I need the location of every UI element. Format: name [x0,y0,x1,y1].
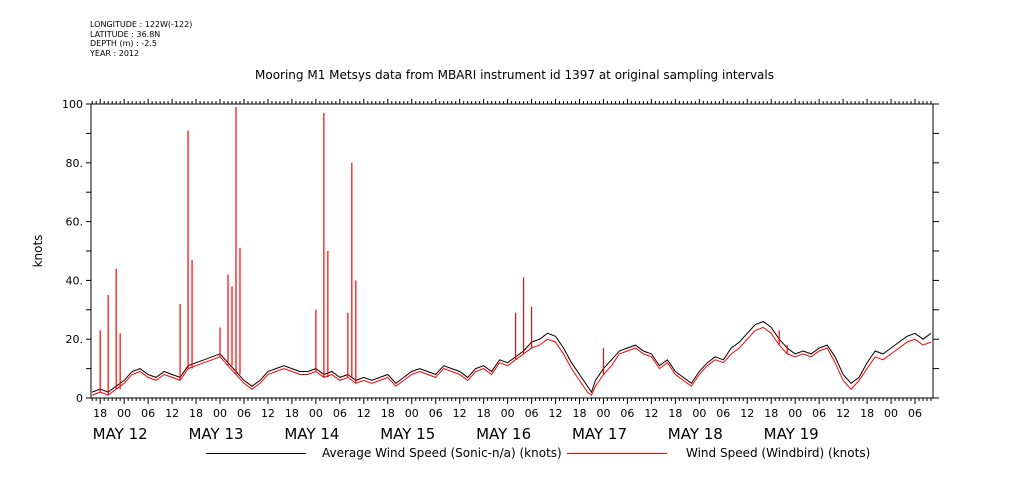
x-hour-tick-label: 12 [453,407,467,420]
latitude-label: LATITUDE : 36.8N [90,29,161,39]
longitude-label: LONGITUDE : 122W(-122) [90,20,193,29]
x-hour-tick-label: 12 [644,407,658,420]
x-hour-tick-label: 18 [477,407,491,420]
series-line-windbird-wind-speed [92,326,932,396]
x-hour-tick-label: 00 [788,407,802,420]
x-hour-tick-label: 00 [692,407,706,420]
x-day-label: MAY 15 [380,425,435,443]
y-tick-label: 80. [66,157,84,170]
x-hour-tick-label: 18 [573,407,587,420]
y-tick-label: 40. [66,274,84,287]
x-hour-tick-label: 12 [261,407,275,420]
depth-label: DEPTH (m) : -2.5 [90,39,157,48]
x-hour-tick-label: 12 [740,407,754,420]
x-hour-tick-label: 06 [141,407,155,420]
x-hour-tick-label: 00 [213,407,227,420]
series-layer [92,106,932,396]
x-day-label: MAY 14 [284,425,339,443]
x-hour-tick-label: 06 [620,407,634,420]
chart-title: Mooring M1 Metsys data from MBARI instru… [255,68,774,82]
x-hour-tick-label: 06 [812,407,826,420]
plot-border [90,103,934,399]
x-hour-tick-label: 06 [333,407,347,420]
x-day-label: MAY 19 [764,425,819,443]
x-hour-tick-label: 12 [549,407,563,420]
x-hour-tick-label: 12 [836,407,850,420]
x-axis: 18 00 06 12 18 00 06 12 18 00 06 12 18 00 06 12 18 00 06 12… [91,99,932,443]
x-hour-tick-label: 18 [381,407,395,420]
x-hour-tick-label: 00 [309,407,323,420]
x-day-label: MAY 12 [93,425,148,443]
x-day-label: MAY 13 [188,425,243,443]
y-tick-label: 20. [66,333,84,346]
x-day-label: MAY 16 [476,425,531,443]
legend-label-windbird: Wind Speed (Windbird) (knots) [686,446,871,460]
x-hour-tick-label: 12 [357,407,371,420]
y-axis: 0 20. 40. 60. 80. 100 [62,98,939,405]
legend-label-average: Average Wind Speed (Sonic-n/a) (knots) [322,446,562,460]
x-hour-tick-label: 00 [884,407,898,420]
x-hour-tick-label: 00 [117,407,131,420]
x-hour-tick-label: 06 [237,407,251,420]
x-hour-tick-label: 06 [908,407,922,420]
x-hour-tick-label: 06 [716,407,730,420]
y-tick-label: 60. [66,216,84,229]
dataset-metadata: LONGITUDE : 122W(-122) LATITUDE : 36.8N … [90,20,192,58]
y-tick-label: 100 [62,98,83,111]
legend-swatch-average [206,453,306,454]
plot-frame [90,103,934,399]
x-hour-tick-label: 18 [668,407,682,420]
y-tick-label: 0 [76,392,83,405]
legend-swatch-windbird [567,453,667,454]
x-hour-tick-label: 00 [596,407,610,420]
x-hour-tick-label: 18 [93,407,107,420]
year-label: YEAR : 2012 [90,48,140,58]
x-hour-tick-label: 18 [860,407,874,420]
x-hour-tick-label: 18 [189,407,203,420]
x-day-label: MAY 18 [668,425,723,443]
x-hour-tick-label: 18 [285,407,299,420]
x-hour-tick-label: 06 [429,407,443,420]
legend: Average Wind Speed (Sonic-n/a) (knots) W… [0,446,1009,464]
series-line-average-wind-speed [92,321,932,394]
x-hour-tick-label: 18 [764,407,778,420]
y-axis-label: knots [31,235,45,268]
x-hour-tick-label: 00 [501,407,515,420]
x-hour-tick-label: 12 [165,407,179,420]
x-day-label: MAY 17 [572,425,627,443]
x-hour-tick-label: 06 [525,407,539,420]
x-hour-tick-label: 00 [405,407,419,420]
